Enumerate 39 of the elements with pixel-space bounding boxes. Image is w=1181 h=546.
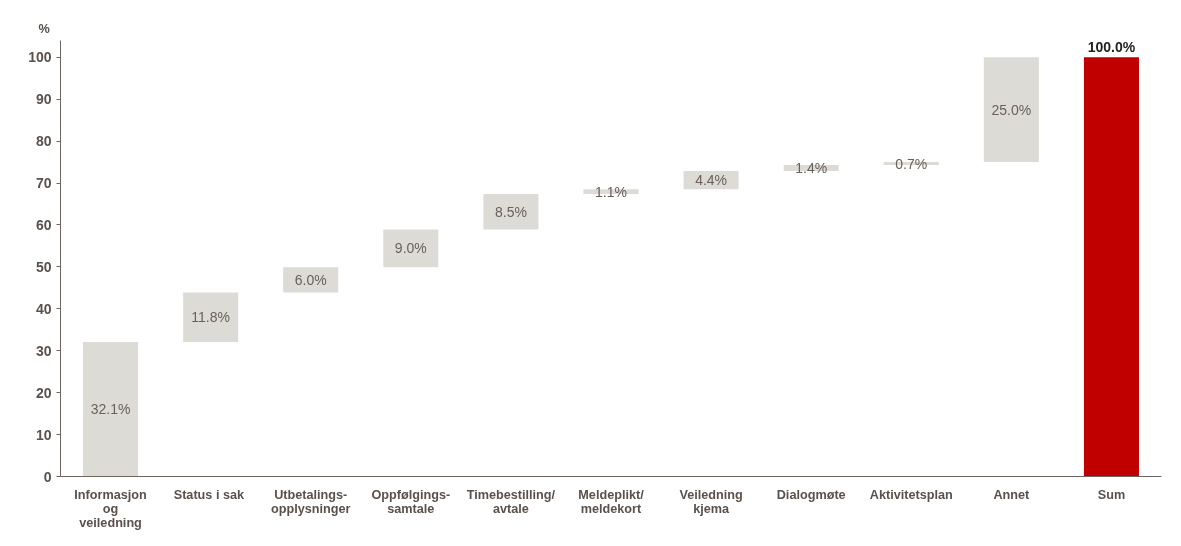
bar bbox=[83, 341, 139, 477]
y-tick-label: 80 bbox=[35, 133, 52, 150]
bar bbox=[183, 292, 239, 342]
data-label: 8.5% bbox=[494, 203, 527, 220]
data-label: 1.4% bbox=[795, 159, 828, 176]
x-tick-label: Informasjon og veiledning bbox=[74, 487, 147, 530]
data-label: 6.0% bbox=[294, 271, 327, 288]
data-label: 0.7% bbox=[895, 155, 928, 172]
x-tick-label: Veiledning kjema bbox=[679, 487, 743, 516]
x-tick-label: Annet bbox=[993, 487, 1031, 502]
x-tick-label: Oppfølgings- samtale bbox=[371, 487, 451, 516]
y-axis-title: % bbox=[38, 21, 50, 36]
x-tick-label: Sum bbox=[1097, 487, 1126, 502]
data-label: 4.4% bbox=[695, 172, 728, 189]
y-tick-label: 60 bbox=[35, 216, 52, 233]
y-tick-label: 40 bbox=[35, 300, 52, 317]
x-tick-label: Meldeplikt/ meldekort bbox=[578, 487, 645, 516]
y-tick-label: 70 bbox=[35, 175, 52, 192]
x-tick-label: Aktivitetsplan bbox=[869, 487, 953, 502]
y-tick-label: 0 bbox=[43, 468, 52, 485]
bar bbox=[983, 57, 1039, 163]
y-tick-label: 20 bbox=[35, 384, 52, 401]
x-tick-label: Timebestilling/ avtale bbox=[466, 487, 556, 516]
data-label: 32.1% bbox=[90, 401, 131, 418]
x-tick-label: Utbetalings- opplysninger bbox=[271, 487, 351, 516]
y-tick-label: 30 bbox=[35, 342, 52, 359]
data-label: 25.0% bbox=[991, 101, 1032, 118]
data-label: 1.1% bbox=[595, 183, 627, 200]
data-label: 100.0% bbox=[1087, 39, 1136, 56]
x-tick-label: Dialogmøte bbox=[776, 487, 846, 502]
y-tick-label: 90 bbox=[35, 91, 52, 108]
y-tick-label: 50 bbox=[35, 258, 52, 275]
x-tick-label: Status i sak bbox=[173, 487, 246, 502]
bar bbox=[483, 193, 539, 230]
y-tick-label: 10 bbox=[35, 426, 52, 443]
bar bbox=[1083, 57, 1139, 477]
data-label: 11.8% bbox=[191, 309, 230, 326]
data-label: 9.0% bbox=[394, 240, 427, 257]
y-tick-label: 100 bbox=[28, 49, 52, 66]
